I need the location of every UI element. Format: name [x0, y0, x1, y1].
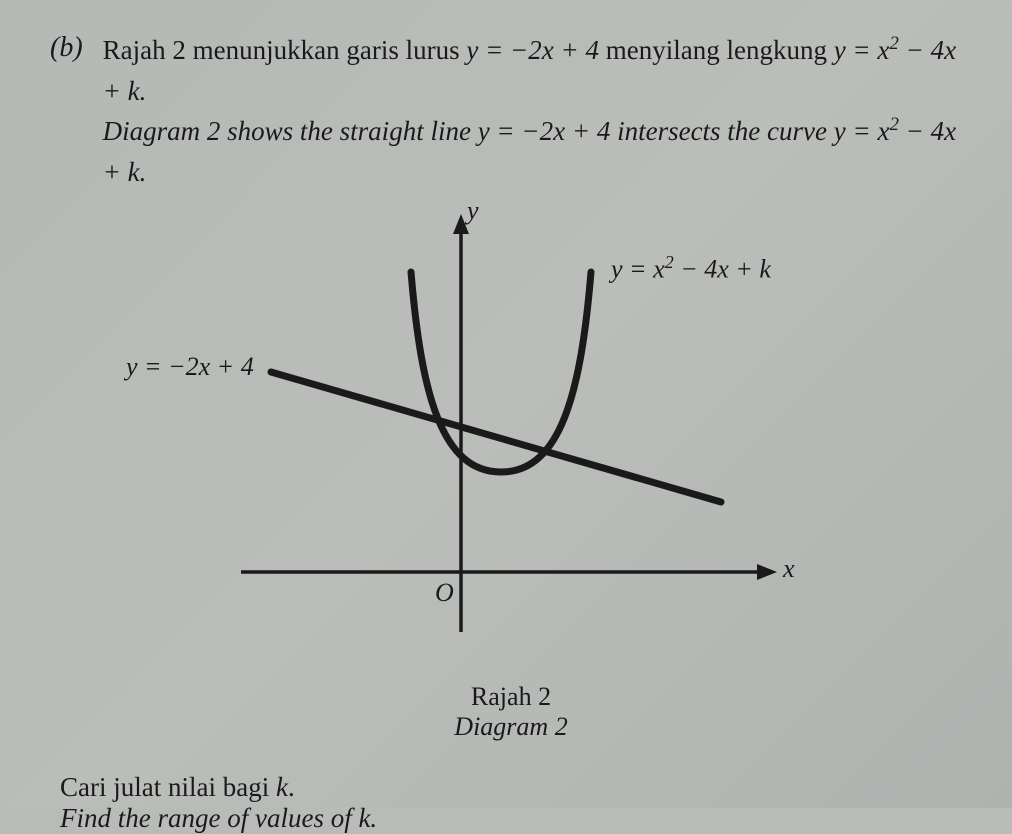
instruction: Cari julat nilai bagi k. Find the range … [60, 772, 972, 834]
eq-exp: 2 [889, 114, 898, 135]
eq-part: y = x [834, 35, 890, 65]
exam-page: (b) Rajah 2 menunjukkan garis lurus y = … [0, 0, 1012, 808]
origin-label: O [435, 578, 454, 608]
text: Cari julat nilai bagi [60, 772, 276, 802]
text: . [288, 772, 295, 802]
eq-part: y = x [834, 116, 890, 146]
text: menyilang lengkung [599, 35, 834, 65]
x-axis-label: x [783, 554, 795, 584]
line-equation-label: y = −2x + 4 [126, 352, 254, 382]
diagram-caption: Rajah 2 Diagram 2 [50, 682, 972, 742]
question-line-ms: Rajah 2 menunjukkan garis lurus y = −2x … [103, 30, 972, 111]
eq-exp: 2 [889, 33, 898, 54]
part-label: (b) [50, 30, 83, 64]
y-axis-label: y [467, 196, 479, 226]
question-text: Rajah 2 menunjukkan garis lurus y = −2x … [103, 30, 972, 192]
caption-ms: Rajah 2 [50, 682, 972, 712]
curve-equation-label: y = x2 − 4x + k [611, 252, 771, 285]
eq-part: − 4x + k [674, 255, 771, 284]
question-line-en: Diagram 2 shows the straight line y = −2… [103, 111, 972, 192]
straight-line [271, 372, 721, 502]
variable-k: k [276, 772, 288, 802]
eq-exp: 2 [665, 252, 674, 272]
eq-part: y = x [611, 255, 665, 284]
x-axis-arrow-icon [757, 564, 777, 580]
text: intersects the curve [610, 116, 833, 146]
equation: y = −2x + 4 [466, 35, 599, 65]
instruction-ms: Cari julat nilai bagi k. [60, 772, 972, 803]
text: Rajah 2 menunjukkan garis lurus [103, 35, 467, 65]
diagram-area: y x O y = x2 − 4x + k y = −2x + 4 [161, 202, 861, 662]
equation: y = −2x + 4 [478, 116, 611, 146]
text: Diagram 2 shows the straight line [103, 116, 478, 146]
caption-en: Diagram 2 [50, 712, 972, 742]
question-header: (b) Rajah 2 menunjukkan garis lurus y = … [50, 30, 972, 192]
